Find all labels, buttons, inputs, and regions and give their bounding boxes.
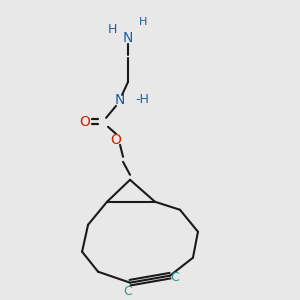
Text: N: N xyxy=(123,31,133,45)
Text: N: N xyxy=(115,93,125,107)
Text: H: H xyxy=(107,23,117,37)
Text: -H: -H xyxy=(135,93,149,106)
Text: H: H xyxy=(139,17,147,27)
Text: C: C xyxy=(171,271,179,284)
Text: O: O xyxy=(80,115,91,129)
Text: O: O xyxy=(111,133,122,147)
Text: C: C xyxy=(124,285,132,298)
